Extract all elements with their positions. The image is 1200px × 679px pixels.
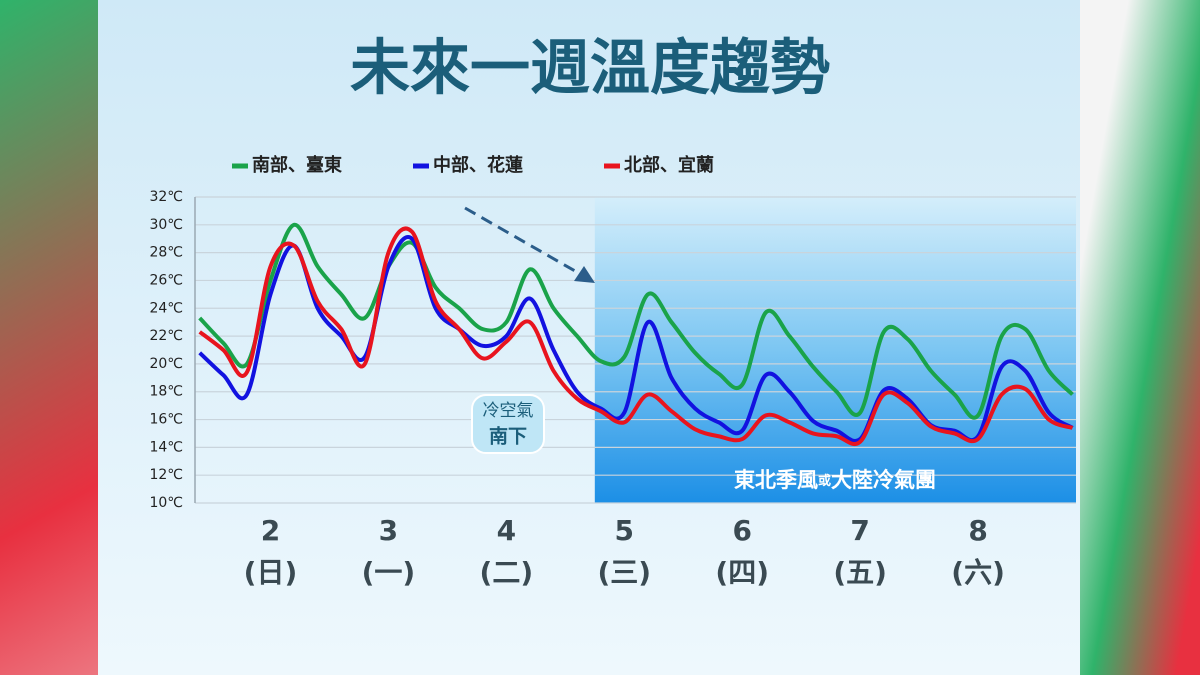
legend-label: 北部、宜蘭 [624,154,714,176]
y-tick-label: 14℃ [149,439,183,455]
y-tick-label: 26℃ [149,272,183,288]
x-tick-label: 2 [261,514,280,547]
region-label: 東北季風或大陸冷氣團 [734,468,936,492]
x-tick-label: 8 [968,514,987,547]
x-tick-sublabel: (六) [951,556,1005,589]
trend-arrow-head [574,266,595,283]
series-line [198,226,1074,447]
x-tick-sublabel: (四) [715,556,769,589]
x-tick-label: 7 [850,514,869,547]
chart-title: 未來一週溫度趨勢 [350,34,830,104]
y-tick-label: 20℃ [149,356,183,372]
legend-label: 南部、臺東 [252,154,342,176]
x-tick-sublabel: (日) [244,556,298,589]
bubble [471,394,545,454]
bubble-text: 南下 [489,426,527,448]
y-tick-label: 32℃ [149,189,183,205]
bubble-text: 冷空氣 [483,401,534,421]
cold-region [594,197,1076,503]
region-label-part: 或 [818,473,831,489]
x-tick-sublabel: (一) [362,556,416,589]
x-tick-label: 3 [379,514,398,547]
series-line [198,222,1074,420]
x-tick-sublabel: (五) [833,556,887,589]
y-tick-label: 18℃ [149,384,183,400]
background-right [1080,0,1200,675]
legend-label: 中部、花蓮 [433,154,523,176]
region-label-part: 大陸冷氣團 [831,468,936,492]
x-tick-sublabel: (三) [597,556,651,589]
region-label-part: 東北季風 [734,468,818,492]
x-tick-label: 6 [732,514,751,547]
y-tick-label: 22℃ [149,328,183,344]
x-tick-sublabel: (二) [480,556,534,589]
y-tick-label: 16℃ [149,412,183,428]
x-tick-label: 4 [497,514,516,547]
y-tick-label: 10℃ [149,495,183,511]
y-tick-label: 28℃ [149,245,183,261]
y-tick-label: 30℃ [149,217,183,233]
y-tick-label: 24℃ [149,300,183,316]
y-tick-label: 12℃ [149,467,183,483]
x-tick-label: 5 [615,514,634,547]
trend-arrow [464,206,583,277]
